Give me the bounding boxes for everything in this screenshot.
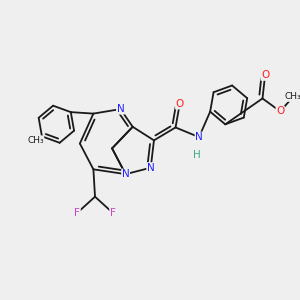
- Text: N: N: [195, 132, 203, 142]
- Text: N: N: [117, 104, 124, 114]
- Text: N: N: [122, 169, 130, 179]
- Text: F: F: [74, 208, 80, 218]
- Text: CH₃: CH₃: [27, 136, 44, 145]
- Text: N: N: [147, 163, 154, 173]
- Text: O: O: [276, 106, 284, 116]
- Text: O: O: [176, 99, 184, 109]
- Text: CH₃: CH₃: [285, 92, 300, 101]
- Text: O: O: [261, 70, 269, 80]
- Text: H: H: [193, 150, 200, 160]
- Text: F: F: [110, 208, 116, 218]
